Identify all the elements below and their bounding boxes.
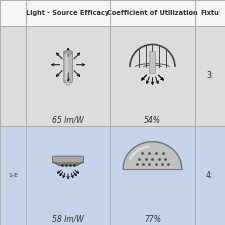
Bar	[110, 126, 195, 225]
Bar	[26, 0, 110, 26]
Text: Coefficient of Utilization: Coefficient of Utilization	[107, 10, 198, 16]
Text: Fixtu: Fixtu	[200, 10, 219, 16]
Bar	[26, 126, 110, 225]
FancyBboxPatch shape	[66, 53, 68, 81]
Bar	[110, 26, 195, 126]
Ellipse shape	[64, 50, 72, 54]
Polygon shape	[54, 162, 83, 165]
Text: 58 lm/W: 58 lm/W	[52, 215, 84, 224]
Text: 1-E: 1-E	[8, 173, 18, 178]
Text: 54%: 54%	[144, 116, 161, 125]
Bar	[110, 0, 195, 26]
Bar	[0, 126, 26, 225]
Text: 4:: 4:	[206, 171, 214, 180]
FancyBboxPatch shape	[149, 52, 156, 73]
Bar	[195, 126, 225, 225]
Bar	[26, 26, 110, 126]
Text: 3:: 3:	[206, 72, 214, 81]
Text: 65 lm/W: 65 lm/W	[52, 116, 84, 125]
Text: Light - Source Efficacy: Light - Source Efficacy	[27, 10, 110, 16]
Bar	[195, 0, 225, 26]
FancyBboxPatch shape	[64, 51, 72, 83]
Text: 77%: 77%	[144, 215, 161, 224]
Bar	[66, 81, 70, 85]
Polygon shape	[123, 142, 182, 169]
Bar	[0, 0, 26, 26]
Bar	[195, 26, 225, 126]
Bar	[0, 26, 26, 126]
FancyBboxPatch shape	[52, 156, 84, 163]
